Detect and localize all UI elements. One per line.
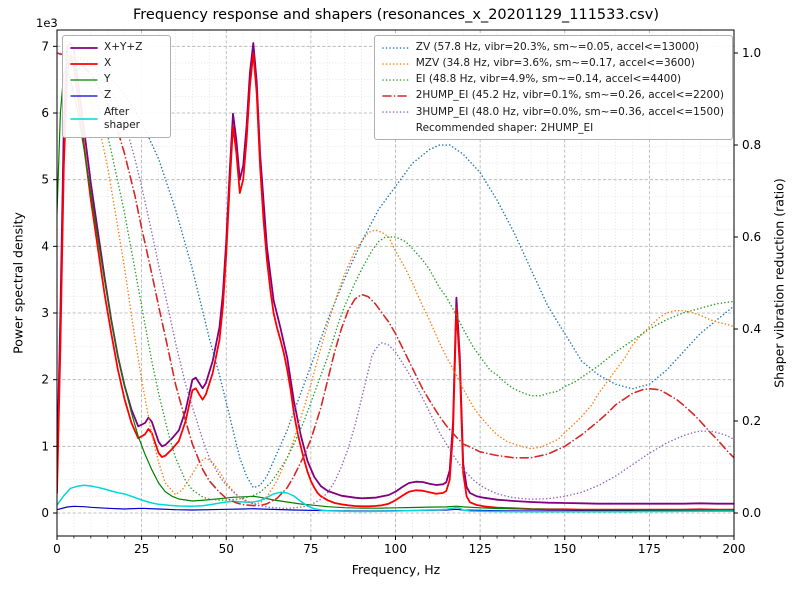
shaper-zv-line (57, 52, 734, 489)
legend-label: X+Y+Z (104, 41, 143, 53)
legend-line-sample-y (70, 79, 98, 81)
legend-label: EI (48.8 Hz, vibr=4.9%, sm~=0.14, accel<… (415, 73, 682, 86)
x-tick-label: 100 (384, 542, 407, 556)
x-tick-label: 50 (219, 542, 234, 556)
legend-item-3hump-ei: 3HUMP_EI (48.0 Hz, vibr=0.0%, sm~=0.36, … (381, 106, 724, 119)
shaper-3hump-ei-line (57, 52, 734, 510)
recommended-shaper-text: Recommended shaper: 2HUMP_EI (415, 121, 594, 134)
legend-label: ZV (57.8 Hz, vibr=20.3%, sm~=0.05, accel… (415, 41, 700, 53)
legend-label: 2HUMP_EI (45.2 Hz, vibr=0.1%, sm~=0.26, … (415, 89, 724, 102)
legend-label: MZV (34.8 Hz, vibr=3.6%, sm~=0.17, accel… (415, 57, 695, 70)
y-right-tick-label: 0.6 (742, 230, 761, 244)
y-left-tick-label: 6 (41, 106, 49, 120)
legend-line-sample-3hump-ei (382, 111, 410, 113)
legend-line-sample-zv (382, 46, 410, 49)
legend-line-sample-z (70, 95, 98, 97)
y-right-tick-label: 1.0 (742, 46, 761, 60)
legend-item-2hump-ei: 2HUMP_EI (45.2 Hz, vibr=0.1%, sm~=0.26, … (381, 89, 724, 102)
y-right-tick-label: 0.0 (742, 506, 761, 520)
legend-line-sample-x-y-z (70, 46, 98, 49)
legend-label: Y (104, 73, 111, 86)
shaper-mzv-line (57, 52, 734, 505)
x-axis-label: Frequency, Hz (351, 562, 441, 577)
x-tick-label: 175 (638, 542, 661, 556)
legend-shapers: ZV (57.8 Hz, vibr=20.3%, sm~=0.05, accel… (373, 35, 733, 140)
y-axis-multiplier: 1e3 (36, 16, 58, 30)
y-left-tick-label: 4 (41, 239, 49, 253)
legend-line-sample-2hump-ei (381, 95, 410, 97)
legend-item-z: Z (69, 89, 162, 102)
y-left-tick-label: 1 (41, 439, 49, 453)
psd-x-y-z-line (57, 42, 734, 505)
shaper-2hump-ei-line (57, 52, 734, 507)
legend-item-x-y-z: X+Y+Z (69, 41, 162, 54)
y-axis-label-left: Power spectral density (10, 212, 26, 354)
legend-line-sample-after-shaper (70, 117, 98, 120)
legend-label: X (104, 57, 112, 70)
legend-label: 3HUMP_EI (48.0 Hz, vibr=0.0%, sm~=0.36, … (415, 105, 724, 118)
x-tick-label: 125 (469, 542, 492, 556)
x-tick-label: 150 (553, 542, 576, 556)
legend-psd: X+Y+Z X Y Z After shaper (62, 35, 171, 138)
legend-item-ei: EI (48.8 Hz, vibr=4.9%, sm~=0.14, accel<… (381, 73, 724, 86)
legend-item-after-shaper: After shaper (69, 106, 162, 132)
y-left-tick-label: 7 (41, 39, 49, 53)
legend-line-sample-mzv (382, 62, 410, 65)
legend-item-zv: ZV (57.8 Hz, vibr=20.3%, sm~=0.05, accel… (381, 41, 724, 54)
legend-label: After shaper (104, 105, 141, 131)
x-tick-label: 200 (723, 542, 746, 556)
x-tick-label: 75 (303, 542, 318, 556)
y-axis-label-right: Shaper vibration reduction (ratio) (771, 178, 787, 388)
psd-x-line (57, 52, 734, 511)
chart-title: Frequency response and shapers (resonanc… (133, 7, 659, 23)
legend-line-sample-ei (382, 79, 410, 81)
y-right-tick-label: 0.4 (742, 322, 761, 336)
legend-item-x: X (69, 57, 162, 70)
psd-after-shaper-line (57, 484, 734, 513)
y-right-tick-label: 0.8 (742, 138, 761, 152)
y-left-tick-label: 2 (41, 373, 49, 387)
shaper-ei-line (57, 52, 734, 501)
legend-item-mzv: MZV (34.8 Hz, vibr=3.6%, sm~=0.17, accel… (381, 57, 724, 70)
x-tick-label: 0 (53, 542, 61, 556)
legend-item-y: Y (69, 73, 162, 86)
y-left-tick-label: 3 (41, 306, 49, 320)
x-tick-label: 25 (134, 542, 149, 556)
y-left-tick-label: 5 (41, 173, 49, 187)
legend-label: Z (104, 89, 112, 102)
y-right-tick-label: 0.2 (742, 414, 761, 428)
legend-line-sample-x (70, 62, 98, 65)
y-left-tick-label: 0 (41, 506, 49, 520)
